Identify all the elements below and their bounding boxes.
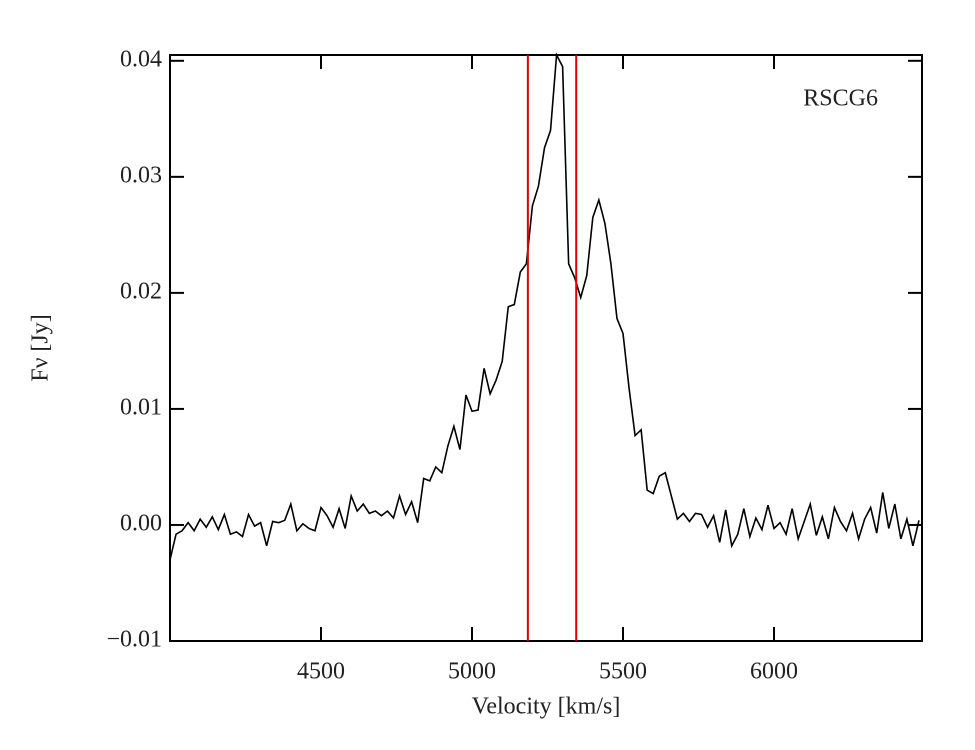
spectrum-line	[169, 52, 920, 560]
y-tick-label: 0.04	[120, 46, 162, 72]
y-axis-label: Fν [Jy]	[28, 314, 54, 382]
y-tick-label: −0.01	[106, 627, 162, 653]
y-tick-label: 0.03	[120, 162, 162, 188]
annotation: RSCG6	[803, 86, 878, 112]
y-tick-label: 0.00	[120, 510, 162, 536]
x-tick-label: 6000	[750, 659, 798, 685]
x-axis-label: Velocity [km/s]	[472, 694, 621, 720]
y-tick-label: 0.02	[120, 278, 162, 304]
x-tick-label: 5500	[599, 659, 647, 685]
y-tick-label: 0.01	[120, 394, 162, 420]
x-tick-label: 5000	[448, 659, 496, 685]
plot-frame	[169, 54, 923, 642]
x-tick-label: 4500	[297, 659, 345, 685]
